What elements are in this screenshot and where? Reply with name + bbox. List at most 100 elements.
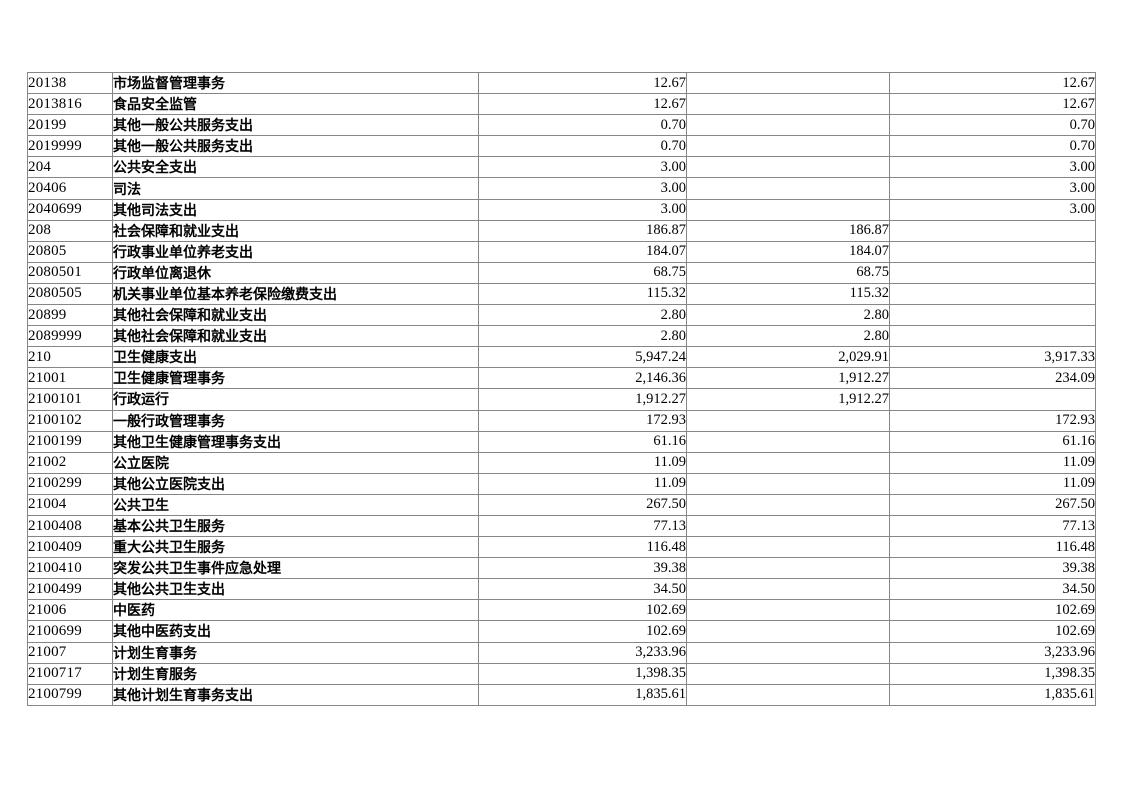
table-row: 21001 卫生健康管理事务 2,146.36 1,912.27 234.09	[27, 367, 1096, 390]
table-row: 210 卫生健康支出 5,947.24 2,029.91 3,917.33	[27, 346, 1096, 369]
value1-cell: 184.07	[478, 240, 687, 263]
value3-cell: 3.00	[889, 177, 1096, 200]
name-cell: 卫生健康支出	[112, 346, 479, 369]
value2-cell	[686, 578, 890, 601]
code-cell: 21007	[27, 641, 113, 664]
value1-cell: 102.69	[478, 620, 687, 643]
code-cell: 20406	[27, 177, 113, 200]
value1-cell: 39.38	[478, 557, 687, 580]
code-cell: 2100499	[27, 578, 113, 601]
code-cell: 2080501	[27, 261, 113, 284]
table-row: 21007 计划生育事务 3,233.96 3,233.96	[27, 641, 1096, 664]
value3-cell: 267.50	[889, 493, 1096, 516]
code-cell: 2013816	[27, 93, 113, 116]
code-cell: 21006	[27, 599, 113, 622]
name-cell: 其他公立医院支出	[112, 472, 479, 495]
value3-cell: 172.93	[889, 409, 1096, 432]
name-cell: 其他社会保障和就业支出	[112, 325, 479, 348]
name-cell: 中医药	[112, 599, 479, 622]
value3-cell: 12.67	[889, 93, 1096, 116]
table-row: 204 公共安全支出 3.00 3.00	[27, 156, 1096, 179]
code-cell: 2100799	[27, 683, 113, 706]
value1-cell: 3.00	[478, 198, 687, 221]
value1-cell: 2.80	[478, 325, 687, 348]
code-cell: 2100699	[27, 620, 113, 643]
code-cell: 2080505	[27, 282, 113, 306]
name-cell: 公共卫生	[112, 493, 479, 516]
code-cell: 2019999	[27, 135, 113, 158]
value2-cell	[686, 451, 890, 474]
value2-cell	[686, 472, 890, 495]
value1-cell: 1,912.27	[478, 388, 687, 411]
table-row: 20199 其他一般公共服务支出 0.70 0.70	[27, 114, 1096, 137]
name-cell: 司法	[112, 177, 479, 200]
value2-cell	[686, 514, 890, 538]
name-cell: 其他社会保障和就业支出	[112, 304, 479, 327]
table-row: 2100699 其他中医药支出 102.69 102.69	[27, 620, 1096, 643]
value1-cell: 3.00	[478, 156, 687, 179]
value3-cell: 3,233.96	[889, 641, 1096, 664]
value2-cell: 186.87	[686, 219, 890, 242]
value2-cell: 2.80	[686, 304, 890, 327]
table-row: 2100799 其他计划生育事务支出 1,835.61 1,835.61	[27, 683, 1096, 706]
table-row: 20406 司法 3.00 3.00	[27, 177, 1096, 200]
name-cell: 公立医院	[112, 451, 479, 474]
code-cell: 2100199	[27, 430, 113, 453]
table-row: 2040699 其他司法支出 3.00 3.00	[27, 198, 1096, 221]
code-cell: 2100408	[27, 514, 113, 538]
table-row: 2100102 一般行政管理事务 172.93 172.93	[27, 409, 1096, 432]
value3-cell: 11.09	[889, 451, 1096, 474]
value2-cell: 1,912.27	[686, 367, 890, 390]
value1-cell: 172.93	[478, 409, 687, 432]
value2-cell	[686, 536, 890, 559]
table-row: 2100409 重大公共卫生服务 116.48 116.48	[27, 536, 1096, 559]
name-cell: 计划生育事务	[112, 641, 479, 664]
code-cell: 210	[27, 346, 113, 369]
name-cell: 基本公共卫生服务	[112, 514, 479, 538]
value1-cell: 2.80	[478, 304, 687, 327]
value3-cell: 102.69	[889, 620, 1096, 643]
value3-cell: 1,835.61	[889, 683, 1096, 706]
name-cell: 其他计划生育事务支出	[112, 683, 479, 706]
value2-cell	[686, 93, 890, 116]
table-row: 2100410 突发公共卫生事件应急处理 39.38 39.38	[27, 557, 1096, 580]
value3-cell: 0.70	[889, 135, 1096, 158]
value1-cell: 116.48	[478, 536, 687, 559]
value3-cell: 116.48	[889, 536, 1096, 559]
value2-cell: 68.75	[686, 261, 890, 284]
table-row: 2080505 机关事业单位基本养老保险缴费支出 115.32 115.32	[27, 282, 1096, 306]
value1-cell: 186.87	[478, 219, 687, 242]
value3-cell: 3,917.33	[889, 346, 1096, 369]
name-cell: 机关事业单位基本养老保险缴费支出	[112, 282, 479, 306]
code-cell: 2100102	[27, 409, 113, 432]
table-row: 2089999 其他社会保障和就业支出 2.80 2.80	[27, 325, 1096, 348]
value3-cell	[889, 304, 1096, 327]
value3-cell: 34.50	[889, 578, 1096, 601]
value1-cell: 5,947.24	[478, 346, 687, 369]
value2-cell	[686, 620, 890, 643]
table-row: 21004 公共卫生 267.50 267.50	[27, 493, 1096, 516]
value1-cell: 11.09	[478, 451, 687, 474]
code-cell: 204	[27, 156, 113, 179]
name-cell: 市场监督管理事务	[112, 71, 479, 95]
budget-table: 20138 市场监督管理事务 12.67 12.67 2013816 食品安全监管 12.6…	[27, 71, 1096, 706]
value1-cell: 115.32	[478, 282, 687, 306]
value1-cell: 3.00	[478, 177, 687, 200]
name-cell: 其他一般公共服务支出	[112, 114, 479, 137]
code-cell: 20199	[27, 114, 113, 137]
value2-cell: 1,912.27	[686, 388, 890, 411]
name-cell: 其他一般公共服务支出	[112, 135, 479, 158]
value2-cell	[686, 493, 890, 516]
value1-cell: 61.16	[478, 430, 687, 453]
code-cell: 21002	[27, 451, 113, 474]
table-row: 20138 市场监督管理事务 12.67 12.67	[27, 71, 1096, 95]
code-cell: 20138	[27, 71, 113, 95]
value3-cell: 39.38	[889, 557, 1096, 580]
name-cell: 一般行政管理事务	[112, 409, 479, 432]
value1-cell: 0.70	[478, 135, 687, 158]
code-cell: 2040699	[27, 198, 113, 221]
table-row: 2100299 其他公立医院支出 11.09 11.09	[27, 472, 1096, 495]
table-row: 21002 公立医院 11.09 11.09	[27, 451, 1096, 474]
value2-cell: 2.80	[686, 325, 890, 348]
code-cell: 20899	[27, 304, 113, 327]
